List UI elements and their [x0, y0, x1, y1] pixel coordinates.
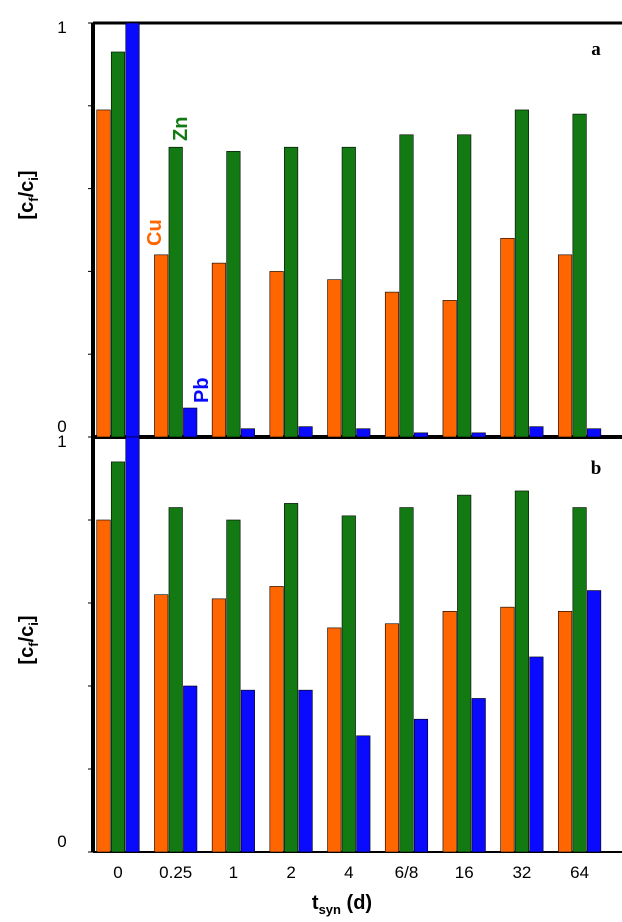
bar-pb-1 [183, 685, 198, 853]
panel-a: 0 1 a [57, 18, 622, 439]
y-tick-label-1: 1 [57, 18, 66, 37]
bar-zn-2 [226, 151, 241, 438]
bar-pb-3 [298, 426, 313, 438]
x-tick-label: 0 [113, 863, 122, 882]
x-tick-label: 32 [512, 863, 531, 882]
bar-pb-3 [298, 689, 313, 853]
bar-zn-0 [110, 461, 126, 853]
bar-zn-7 [514, 490, 529, 853]
bar-pb-8 [587, 590, 602, 853]
bar-zn-8 [572, 113, 587, 438]
y-tick-label-0: 0 [57, 417, 66, 436]
bar-zn-4 [341, 146, 356, 438]
bar-zn-1 [168, 507, 183, 853]
bar-zn-8 [572, 507, 587, 853]
bar-pb-6 [471, 698, 486, 853]
x-tick-label: 16 [455, 863, 474, 882]
x-tick-label: 6/8 [395, 863, 419, 882]
bar-zn-6 [457, 494, 472, 853]
bar-pb-2 [240, 428, 255, 438]
bar-cu-1 [154, 594, 169, 853]
bar-zn-7 [514, 109, 529, 438]
bar-cu-6 [442, 300, 457, 438]
bar-cu-5 [384, 291, 400, 438]
bar-pb-4 [356, 735, 371, 853]
x-tick-label: 2 [286, 863, 295, 882]
bar-pb-2 [240, 689, 255, 853]
bar-zn-5 [399, 134, 414, 438]
bar-cu-6 [442, 610, 457, 853]
bar-pb-8 [587, 428, 602, 438]
bar-cu-2 [211, 262, 226, 438]
bar-zn-5 [399, 507, 414, 853]
bar-zn-6 [457, 134, 472, 438]
x-tick-label: 1 [229, 863, 238, 882]
bar-cu-8 [558, 610, 573, 853]
bar-pb-1 [183, 407, 198, 438]
bar-zn-4 [341, 515, 356, 853]
bar-zn-3 [284, 503, 299, 853]
bar-zn-0 [110, 51, 126, 438]
x-tick-label: 64 [570, 863, 589, 882]
bar-cu-1 [154, 254, 169, 438]
bar-pb-5 [413, 432, 429, 438]
y-tick-label-0: 0 [57, 832, 66, 851]
bar-pb-7 [529, 656, 544, 853]
bar-cu-0 [96, 109, 111, 438]
bar-cu-3 [269, 586, 284, 853]
bar-cu-2 [211, 598, 226, 853]
bar-pb-0 [125, 22, 140, 438]
bar-cu-7 [500, 606, 515, 853]
panel-letter-b: b [591, 458, 602, 479]
x-tick-label: 0.25 [159, 863, 192, 882]
bar-cu-4 [327, 627, 342, 853]
bar-pb-6 [471, 432, 486, 438]
y-tick-label-1: 1 [57, 432, 66, 451]
series-label-pb: Pb [191, 377, 213, 403]
x-tick-label: 4 [344, 863, 353, 882]
series-label-zn: Zn [170, 117, 192, 141]
bar-cu-3 [269, 271, 284, 438]
bar-pb-0 [125, 436, 140, 853]
bar-cu-5 [384, 623, 400, 853]
bar-pb-5 [413, 718, 429, 853]
bar-cu-0 [96, 519, 111, 853]
bar-zn-2 [226, 519, 241, 853]
bar-zn-3 [284, 146, 299, 438]
bar-cu-8 [558, 254, 573, 438]
panel-b: 0 1 0 0.25 1 2 4 6/8 16 32 64 b [57, 432, 622, 882]
bar-pb-7 [529, 426, 544, 438]
panel-letter-a: a [591, 39, 601, 60]
x-axis-title: tsyn (d) [312, 892, 372, 917]
series-label-cu: Cu [144, 219, 166, 246]
bar-zn-1 [168, 146, 183, 438]
bar-pb-4 [356, 428, 371, 438]
y-axis-title-a: [cf/ci] [16, 170, 41, 219]
y-axis-title-b: [cf/ci] [16, 615, 41, 664]
bar-cu-4 [327, 279, 342, 438]
bar-cu-7 [500, 237, 515, 438]
